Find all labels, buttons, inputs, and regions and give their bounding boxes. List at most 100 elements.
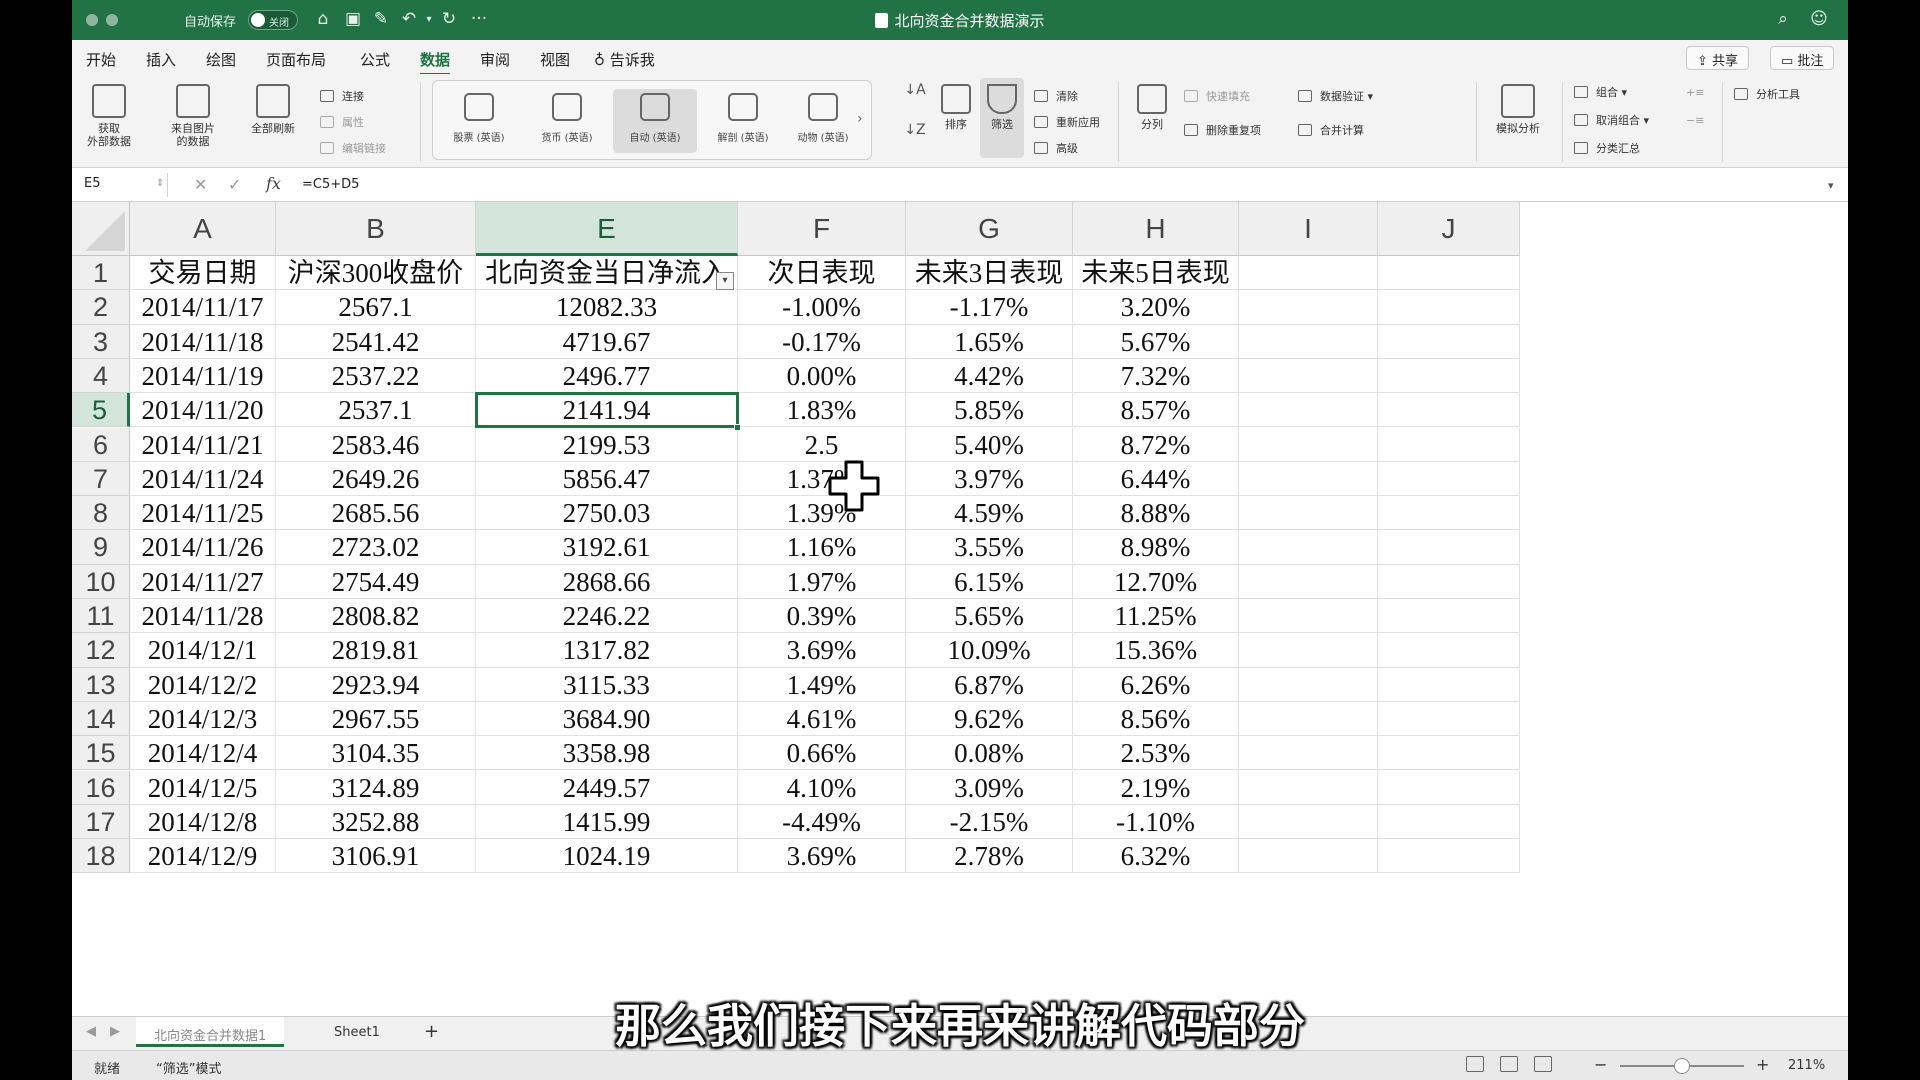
empty-cell[interactable] <box>1239 633 1378 668</box>
remove-duplicates-button[interactable]: 删除重复项 <box>1184 122 1261 138</box>
undo-icon[interactable]: ↶ <box>401 9 417 29</box>
select-all-corner[interactable] <box>72 202 130 256</box>
row-header-3[interactable]: 3 <box>72 324 130 359</box>
data-cell[interactable]: 3358.98 <box>476 736 738 771</box>
data-cell[interactable]: 1.37% <box>738 461 906 497</box>
empty-cell[interactable] <box>1378 324 1520 359</box>
datatype-stocks[interactable]: 股票 (英语) <box>437 89 521 153</box>
search-icon[interactable]: ⌕ <box>1778 9 1788 29</box>
data-cell[interactable]: 0.08% <box>906 736 1073 771</box>
data-cell[interactable]: 1.49% <box>738 667 906 702</box>
empty-cell[interactable] <box>1239 290 1378 325</box>
data-cell[interactable]: 8.88% <box>1073 496 1239 531</box>
data-cell[interactable]: 3684.90 <box>476 701 738 737</box>
row-header-7[interactable]: 7 <box>72 461 130 497</box>
data-cell[interactable]: 2.19% <box>1073 770 1239 805</box>
row-header-15[interactable]: 15 <box>72 736 130 771</box>
empty-cell[interactable] <box>1378 427 1520 462</box>
column-header-i[interactable]: I <box>1239 202 1378 256</box>
empty-cell[interactable] <box>1239 736 1378 771</box>
header-cell[interactable]: 未来5日表现 <box>1073 256 1239 291</box>
data-cell[interactable]: 3.09% <box>906 770 1073 805</box>
empty-cell[interactable] <box>1239 770 1378 805</box>
empty-cell[interactable] <box>1378 393 1520 428</box>
empty-cell[interactable] <box>1239 461 1378 497</box>
row-header-4[interactable]: 4 <box>72 358 130 394</box>
consolidate-button[interactable]: 合并计算 <box>1298 122 1364 138</box>
data-cell[interactable]: 8.72% <box>1073 427 1239 462</box>
data-cell[interactable]: -1.00% <box>738 290 906 325</box>
zoom-out-icon[interactable]: − <box>1594 1055 1608 1074</box>
data-cell[interactable]: 12.70% <box>1073 564 1239 599</box>
sheet-tab-sheet1[interactable]: Sheet1 <box>334 1025 380 1040</box>
data-cell[interactable]: 7.32% <box>1073 358 1239 394</box>
empty-cell[interactable] <box>1239 496 1378 531</box>
data-cell[interactable]: -1.17% <box>906 290 1073 325</box>
data-cell[interactable]: 2967.55 <box>276 701 476 737</box>
column-header-a[interactable]: A <box>130 202 276 256</box>
data-cell[interactable]: 3252.88 <box>276 804 476 840</box>
empty-cell[interactable] <box>1378 839 1520 874</box>
data-cell[interactable]: 2723.02 <box>276 530 476 565</box>
formula-input[interactable]: =C5+D5 <box>302 177 360 192</box>
data-cell[interactable]: 4.10% <box>738 770 906 805</box>
column-header-g[interactable]: G <box>906 202 1073 256</box>
window-close-button[interactable] <box>86 14 98 26</box>
tab-draw[interactable]: 绘图 <box>206 51 237 69</box>
data-cell[interactable]: 10.09% <box>906 633 1073 668</box>
empty-cell[interactable] <box>1378 564 1520 599</box>
empty-cell[interactable] <box>1378 701 1520 737</box>
add-sheet-button[interactable]: + <box>424 1021 440 1042</box>
page-break-view-icon[interactable] <box>1534 1056 1552 1072</box>
clear-filter-button[interactable]: 清除 <box>1034 88 1078 104</box>
data-cell[interactable]: 3.69% <box>738 633 906 668</box>
data-cell[interactable]: 4.61% <box>738 701 906 737</box>
sort-desc-button[interactable]: ↓Z <box>902 123 928 137</box>
sort-button[interactable]: 排序 <box>936 84 976 131</box>
data-cell[interactable]: 4719.67 <box>476 324 738 359</box>
empty-cell[interactable] <box>1239 599 1378 634</box>
data-cell[interactable]: 2.53% <box>1073 736 1239 771</box>
chevron-right-icon[interactable]: › <box>857 111 863 127</box>
empty-cell[interactable] <box>1378 290 1520 325</box>
data-cell[interactable]: 3192.61 <box>476 530 738 565</box>
data-cell[interactable]: 5856.47 <box>476 461 738 497</box>
filter-button[interactable]: 筛选 <box>980 78 1024 158</box>
empty-cell[interactable] <box>1239 427 1378 462</box>
redo-icon[interactable]: ↻ <box>441 9 457 29</box>
more-commands-icon[interactable]: ··· <box>470 9 488 29</box>
data-cell[interactable]: 2199.53 <box>476 427 738 462</box>
data-cell[interactable]: 2014/12/9 <box>130 839 276 874</box>
data-cell[interactable]: 2819.81 <box>276 633 476 668</box>
empty-cell[interactable] <box>1378 256 1520 291</box>
empty-cell[interactable] <box>1378 358 1520 394</box>
data-from-picture-button[interactable]: 来自图片 的数据 <box>164 84 222 148</box>
data-cell[interactable]: 2014/11/20 <box>130 393 276 428</box>
sort-asc-button[interactable]: ↓A <box>902 83 928 97</box>
data-cell[interactable]: 0.00% <box>738 358 906 394</box>
data-cell[interactable]: 2014/12/1 <box>130 633 276 668</box>
data-cell[interactable]: 8.98% <box>1073 530 1239 565</box>
empty-cell[interactable] <box>1378 804 1520 840</box>
get-external-data-button[interactable]: 获取 外部数据 <box>82 84 136 148</box>
empty-cell[interactable] <box>1239 358 1378 394</box>
row-header-14[interactable]: 14 <box>72 701 130 737</box>
data-cell[interactable]: 2567.1 <box>276 290 476 325</box>
save-icon[interactable]: ▣ <box>344 9 362 29</box>
data-cell[interactable]: 2014/11/19 <box>130 358 276 394</box>
data-cell[interactable]: 2649.26 <box>276 461 476 497</box>
data-cell[interactable]: 2541.42 <box>276 324 476 359</box>
data-cell[interactable]: 1.83% <box>738 393 906 428</box>
tab-page-layout[interactable]: 页面布局 <box>266 51 327 69</box>
data-cell[interactable]: 5.40% <box>906 427 1073 462</box>
insert-function-icon[interactable]: fx <box>266 174 281 193</box>
row-header-11[interactable]: 11 <box>72 599 130 634</box>
data-cell[interactable]: 3106.91 <box>276 839 476 874</box>
data-cell[interactable]: 1.65% <box>906 324 1073 359</box>
edit-links-button[interactable]: 编辑链接 <box>320 140 386 156</box>
data-cell[interactable]: 2014/12/8 <box>130 804 276 840</box>
tab-insert[interactable]: 插入 <box>146 51 177 69</box>
analysis-tools-button[interactable]: 分析工具 <box>1734 86 1800 102</box>
group-button[interactable]: 组合 ▾ <box>1574 84 1627 100</box>
row-header-9[interactable]: 9 <box>72 530 130 565</box>
